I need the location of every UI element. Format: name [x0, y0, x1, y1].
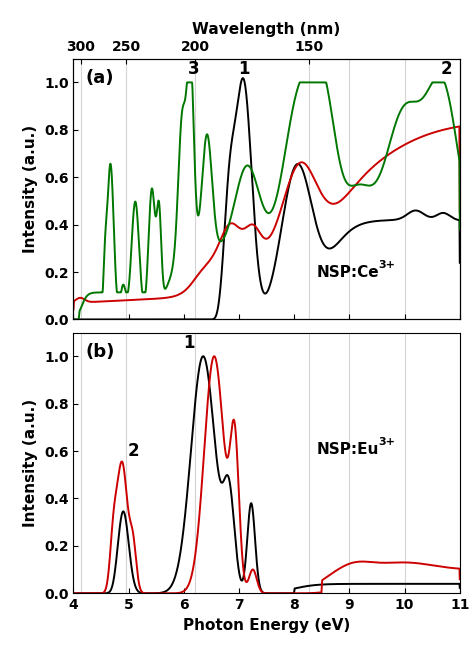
Text: 2: 2 [440, 60, 452, 78]
X-axis label: Wavelength (nm): Wavelength (nm) [192, 22, 341, 37]
Text: 2: 2 [127, 442, 139, 460]
Text: 1: 1 [183, 334, 195, 352]
Text: (b): (b) [85, 343, 114, 361]
Text: NSP:Eu: NSP:Eu [317, 442, 379, 458]
Text: (a): (a) [85, 69, 114, 87]
Y-axis label: Intensity (a.u.): Intensity (a.u.) [23, 399, 38, 527]
Text: NSP:Ce: NSP:Ce [317, 265, 380, 280]
Text: 3: 3 [187, 60, 199, 78]
Text: 1: 1 [237, 60, 249, 78]
X-axis label: Photon Energy (eV): Photon Energy (eV) [183, 617, 350, 632]
Text: 3+: 3+ [379, 437, 395, 447]
Y-axis label: Intensity (a.u.): Intensity (a.u.) [23, 125, 38, 253]
Text: 3+: 3+ [379, 259, 395, 270]
